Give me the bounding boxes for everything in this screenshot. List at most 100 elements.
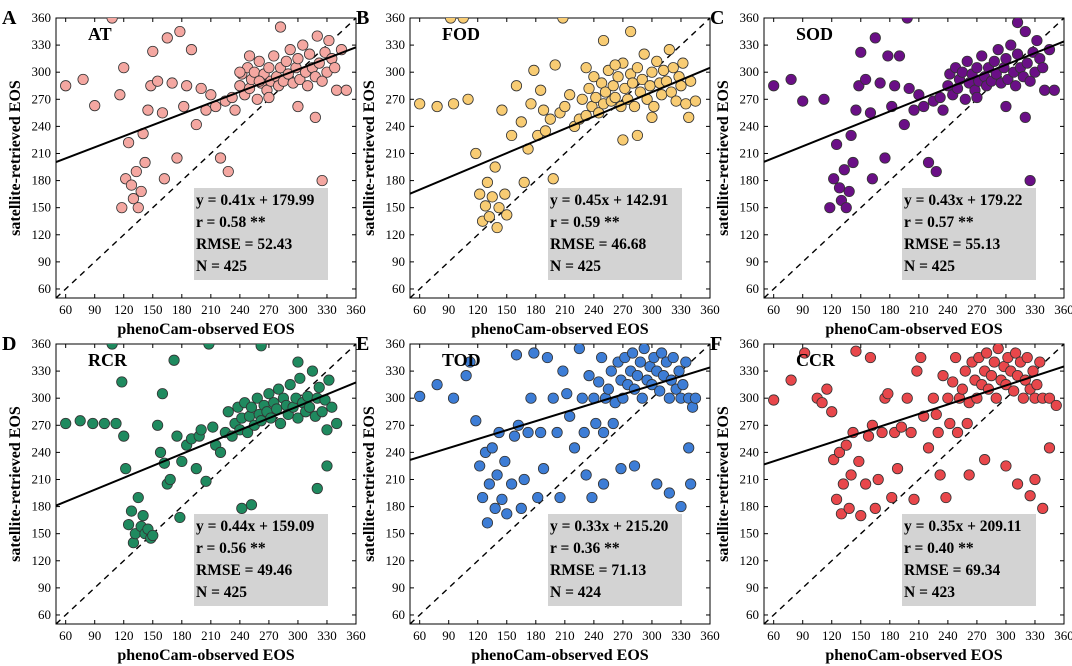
data-point	[961, 55, 973, 67]
x-tick-label: 240	[230, 628, 250, 643]
data-point	[680, 356, 692, 368]
data-point	[106, 344, 118, 350]
data-point	[537, 104, 550, 116]
data-point	[853, 455, 865, 468]
data-point	[544, 113, 556, 125]
data-point	[1011, 478, 1024, 490]
x-tick-label: 90	[88, 302, 101, 317]
data-point	[590, 417, 602, 430]
data-point	[915, 351, 927, 364]
data-point	[522, 426, 534, 439]
data-point	[168, 354, 180, 366]
data-point	[891, 463, 904, 475]
data-point	[631, 129, 644, 142]
data-point	[525, 392, 537, 404]
data-point	[576, 93, 588, 105]
data-point	[178, 100, 190, 113]
stats-line: r = 0.36 **	[550, 540, 620, 557]
data-point	[114, 89, 126, 101]
data-point	[683, 442, 695, 454]
y-tick-label: 270	[32, 417, 52, 432]
plot-frame	[763, 343, 1065, 625]
y-axis-label: satellite-retrieved EOS	[715, 406, 732, 562]
data-point	[309, 111, 321, 123]
data-point	[118, 62, 130, 74]
data-point	[988, 356, 1000, 368]
x-tick-label: 150	[143, 628, 163, 643]
data-point	[648, 100, 660, 113]
x-tick-label: 150	[851, 302, 871, 317]
y-tick-label: 90	[38, 580, 51, 595]
data-point	[125, 179, 138, 191]
data-point	[976, 50, 988, 62]
data-point	[1024, 75, 1036, 87]
one-to-one-line	[56, 18, 356, 298]
data-point	[1011, 18, 1024, 29]
data-point	[171, 430, 183, 442]
data-point	[508, 430, 521, 442]
y-tick-label: 210	[386, 145, 406, 160]
stats-line: r = 0.56 **	[196, 540, 266, 557]
data-point	[850, 104, 862, 116]
data-point	[576, 392, 588, 404]
data-point	[222, 165, 234, 178]
data-point	[895, 421, 908, 433]
data-point	[195, 82, 207, 95]
data-point	[132, 491, 144, 504]
data-point	[214, 152, 227, 164]
x-tick-label: 120	[822, 302, 842, 317]
data-point	[326, 401, 338, 413]
stats-line: N = 424	[550, 584, 601, 601]
data-point	[908, 493, 920, 505]
data-point	[501, 508, 513, 520]
data-point	[323, 34, 335, 47]
data-point	[457, 18, 469, 24]
data-point	[677, 379, 689, 391]
data-point	[646, 66, 658, 78]
data-point	[547, 173, 559, 185]
y-axis-label: satellite-retrieved EOS	[7, 80, 24, 236]
data-point	[898, 118, 910, 131]
y-tick-label: 150	[740, 200, 760, 215]
data-point	[156, 107, 169, 119]
data-point	[937, 104, 949, 116]
data-point	[245, 499, 258, 511]
data-point	[77, 73, 89, 86]
y-tick-label: 180	[740, 173, 760, 188]
data-point	[486, 191, 498, 203]
data-point	[963, 469, 975, 481]
data-point	[122, 137, 135, 149]
y-tick-label: 120	[740, 553, 760, 568]
data-point	[263, 91, 275, 104]
data-point	[207, 421, 219, 433]
stats-line: y = 0.45x + 142.91	[550, 192, 668, 209]
data-point	[828, 173, 840, 185]
x-tick-label: 360	[1054, 302, 1072, 317]
data-point	[118, 430, 130, 442]
y-tick-label: 150	[32, 526, 52, 541]
data-point	[651, 478, 663, 490]
y-tick-label: 90	[746, 254, 759, 269]
data-point	[835, 508, 848, 520]
x-tick-label: 330	[317, 628, 337, 643]
data-point	[634, 356, 646, 368]
data-point	[942, 392, 954, 404]
data-point	[785, 374, 797, 386]
data-point	[294, 372, 306, 384]
data-point	[447, 98, 460, 110]
stats-line: N = 425	[196, 584, 247, 601]
x-tick-label: 60	[413, 628, 426, 643]
data-point	[470, 147, 482, 160]
data-point	[625, 25, 637, 38]
data-point	[959, 365, 971, 377]
data-point	[122, 519, 135, 531]
data-point	[130, 165, 142, 178]
data-point	[474, 188, 486, 200]
data-point	[139, 156, 151, 169]
data-point	[663, 392, 675, 404]
data-point	[489, 161, 501, 173]
data-point	[860, 478, 872, 490]
data-point	[830, 493, 843, 505]
data-point	[302, 80, 314, 92]
